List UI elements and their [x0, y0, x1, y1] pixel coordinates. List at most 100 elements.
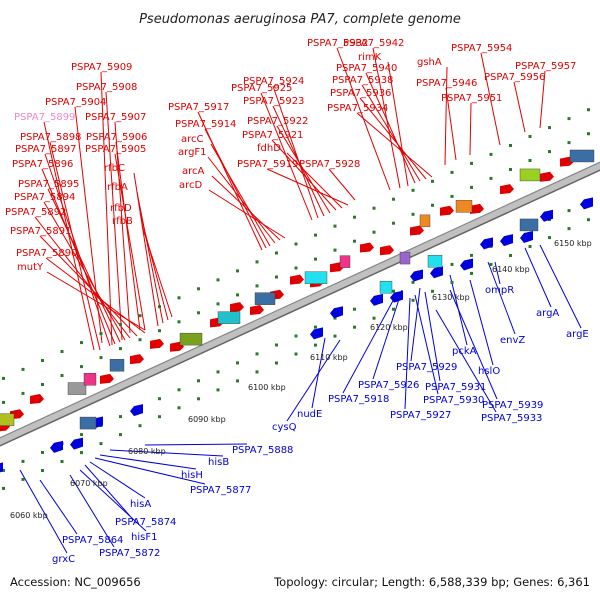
tick-mark	[372, 206, 376, 210]
gene-label-PSPA7_5936: PSPA7_5936	[330, 88, 391, 99]
forward-gene-arrow	[440, 205, 454, 216]
leader-line-reverse	[39, 479, 78, 535]
tick-mark	[548, 126, 551, 130]
forward-gene-arrow	[130, 354, 144, 365]
tick-mark	[294, 266, 298, 270]
tick-mark	[138, 424, 142, 428]
leader-line-forward	[105, 91, 123, 341]
leader-line-reverse	[144, 443, 248, 446]
tick-mark	[470, 253, 473, 257]
leader-line-reverse	[404, 297, 411, 410]
feature-box	[179, 332, 203, 346]
gene-label-PSPA7_5930: PSPA7_5930	[423, 395, 484, 406]
backbone-bar	[0, 162, 600, 446]
tick-mark	[80, 341, 83, 345]
gene-label-PSPA7_5877: PSPA7_5877	[190, 485, 251, 496]
reverse-gene-arrow	[580, 197, 593, 210]
tick-mark	[333, 248, 337, 252]
tick-mark	[138, 314, 142, 318]
tick-mark	[236, 379, 239, 383]
feature-box	[83, 373, 97, 386]
tick-mark	[431, 203, 434, 207]
tick-mark	[587, 108, 590, 112]
kbp-label: 6140 kbp	[492, 265, 530, 274]
leader-line-forward	[114, 153, 146, 331]
gene-label-rfbD: rfbD	[110, 203, 132, 214]
reverse-gene-arrow	[430, 266, 443, 279]
tick-mark	[450, 194, 454, 198]
gene-label-PSPA7_5892: PSPA7_5892	[5, 207, 66, 218]
gene-label-PSPA7_5904: PSPA7_5904	[45, 97, 106, 108]
tick-mark	[41, 383, 44, 386]
gene-label-rfbB: rfbB	[112, 216, 133, 227]
gene-label-PSPA7_5864: PSPA7_5864	[62, 535, 123, 546]
reverse-gene-arrow	[70, 437, 83, 450]
leader-line-reverse	[469, 279, 494, 366]
leader-line-forward	[444, 66, 448, 166]
gene-features	[0, 149, 595, 473]
gene-label-PSPA7_5956: PSPA7_5956	[484, 72, 545, 83]
gene-label-mutY: mutY	[17, 262, 44, 273]
leader-line-forward	[43, 201, 126, 341]
leader-line-reverse	[424, 291, 441, 382]
tick-mark	[119, 347, 122, 351]
gene-label-PSPA7_5925: PSPA7_5925	[231, 83, 292, 94]
tick-mark	[353, 239, 356, 243]
tick-mark	[275, 275, 278, 279]
kbp-label: 6110 kbp	[310, 353, 348, 362]
gene-label-PSPA7_5872: PSPA7_5872	[99, 548, 160, 559]
tick-mark	[80, 365, 83, 369]
gene-label-gshA: gshA	[417, 57, 442, 68]
gene-label-PSPA7_5951: PSPA7_5951	[441, 93, 502, 104]
feature-box	[254, 292, 276, 305]
leader-line-forward	[207, 156, 276, 244]
tick-mark	[21, 367, 25, 371]
tick-mark	[450, 280, 454, 284]
leader-line-forward	[272, 85, 319, 219]
gene-label-PSPA7_5890: PSPA7_5890	[16, 248, 77, 259]
backbone-edge-top	[0, 161, 600, 439]
tick-mark	[41, 469, 44, 472]
gene-label-envZ: envZ	[500, 335, 525, 346]
tick-mark	[236, 361, 239, 365]
tick-mark	[275, 251, 278, 255]
tick-mark	[2, 376, 5, 380]
leader-line-forward	[513, 81, 526, 133]
leader-line-forward	[271, 139, 337, 211]
gene-label-PSPA7_5895: PSPA7_5895	[18, 179, 79, 190]
gene-label-PSPA7_5905: PSPA7_5905	[85, 144, 146, 155]
tick-mark	[294, 334, 298, 338]
tick-mark	[528, 135, 532, 138]
tick-mark	[314, 233, 317, 237]
forward-gene-arrow	[500, 184, 514, 195]
gene-label-rimK: rimK	[358, 52, 382, 63]
reverse-gene-arrow	[540, 209, 553, 222]
tick-mark	[314, 343, 317, 347]
gene-label-arcC: arcC	[181, 134, 204, 145]
leader-line-reverse	[69, 474, 115, 548]
reverse-gene-arrow	[500, 234, 513, 247]
tick-mark	[509, 168, 512, 171]
gene-label-PSPA7_5874: PSPA7_5874	[115, 517, 176, 528]
reverse-gene-arrow	[520, 230, 533, 243]
tick-mark	[177, 296, 181, 300]
tick-mark	[333, 316, 337, 320]
gene-label-PSPA7_5899: PSPA7_5899	[14, 112, 75, 123]
kbp-label: 6070 kbp	[70, 479, 108, 488]
tick-mark	[216, 302, 220, 306]
leader-line-forward	[44, 153, 111, 347]
gene-label-PSPA7_5942: PSPA7_5942	[343, 38, 404, 49]
feature-box	[339, 255, 351, 268]
tick-mark	[255, 284, 259, 288]
feature-box	[427, 254, 443, 268]
tick-mark	[450, 262, 454, 266]
gene-label-PSPA7_5957: PSPA7_5957	[515, 61, 576, 72]
feature-box	[399, 251, 411, 265]
tick-mark	[548, 236, 551, 240]
gene-label-hisH: hisH	[181, 470, 203, 481]
kbp-label: 6100 kbp	[248, 383, 286, 392]
tick-mark	[197, 311, 200, 315]
tick-mark	[314, 325, 317, 329]
leader-line-forward	[359, 97, 427, 180]
tick-mark	[431, 289, 434, 293]
